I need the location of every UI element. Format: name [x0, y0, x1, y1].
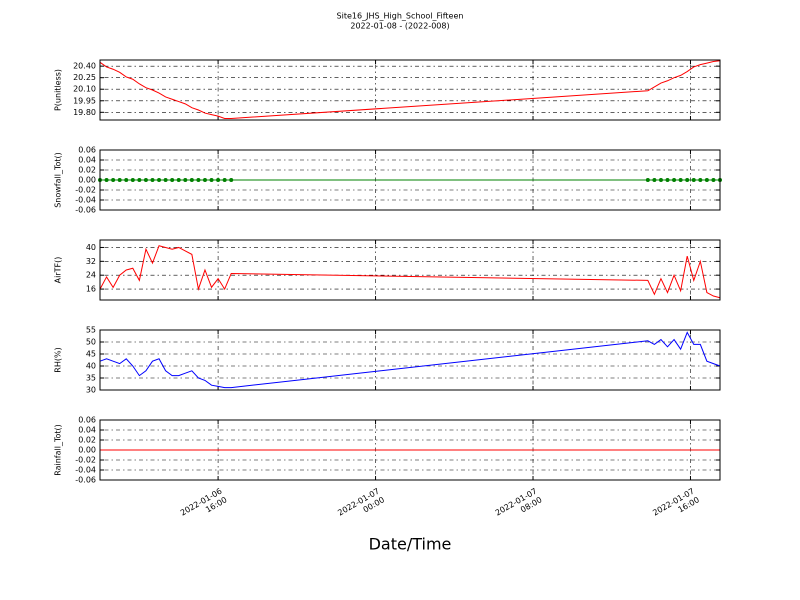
y-tick-label: 0.06 [78, 146, 96, 155]
data-point [209, 178, 214, 182]
y-tick-label: -0.04 [75, 196, 96, 205]
data-point [111, 178, 116, 182]
data-point [117, 178, 122, 182]
plot-frame [99, 329, 721, 391]
data-point [229, 178, 234, 182]
plot-frame [99, 59, 721, 121]
data-point [216, 178, 221, 182]
x-tick-label-group: 2022-01-0700:00 [336, 486, 386, 526]
y-tick-label: 0.02 [78, 166, 96, 175]
y-tick-label: 20.10 [73, 85, 96, 94]
data-line [99, 245, 721, 299]
y-axis-label: P(unitless) [54, 69, 63, 111]
y-tick-label: 40 [86, 243, 96, 252]
data-point [189, 178, 194, 182]
data-point [685, 178, 690, 182]
y-tick-label: -0.04 [75, 466, 96, 475]
y-tick-label: 20.25 [73, 73, 96, 82]
data-point [711, 178, 716, 182]
data-point [698, 178, 703, 182]
x-tick-label: 2022-01-0700:00 [336, 486, 386, 526]
data-point [202, 178, 207, 182]
y-tick-label: 32 [86, 257, 96, 266]
y-axis-label: Snowfall_Tot() [54, 152, 63, 208]
y-tick-label: 0.00 [78, 446, 96, 455]
data-point [143, 178, 148, 182]
data-line [99, 60, 721, 119]
x-tick-label-group: 2022-01-0616:00 [179, 486, 229, 526]
data-point [183, 178, 188, 182]
data-point [163, 178, 168, 182]
data-point [704, 178, 709, 182]
y-tick-label: 40 [86, 362, 96, 371]
x-tick-label: 2022-01-0708:00 [493, 486, 543, 526]
data-point [645, 178, 650, 182]
x-axis-label: Date/Time [369, 535, 452, 554]
y-tick-label: 0.00 [78, 176, 96, 185]
plot-frame [99, 239, 721, 301]
plot-frame [99, 419, 721, 481]
y-tick-label: 55 [86, 326, 96, 335]
y-tick-label: 20.40 [73, 62, 96, 71]
data-point [150, 178, 155, 182]
y-tick-label: 45 [86, 350, 96, 359]
data-point [196, 178, 201, 182]
data-point [104, 178, 109, 182]
y-tick-label: 0.06 [78, 416, 96, 425]
x-tick-label: 2022-01-0716:00 [651, 486, 701, 526]
plot-frame [99, 149, 721, 211]
data-point [658, 178, 663, 182]
figure-subtitle: 2022-01-08 - (2022-008) [350, 22, 449, 31]
y-tick-label: 50 [86, 338, 96, 347]
x-tick-label-group: 2022-01-0716:00 [651, 486, 701, 526]
y-axis-label: Rainfall_Tot() [54, 424, 63, 476]
y-tick-label: -0.06 [75, 476, 96, 485]
y-tick-label: 0.04 [78, 426, 96, 435]
y-tick-label: 19.95 [73, 96, 96, 105]
y-tick-label: -0.02 [75, 186, 96, 195]
data-point [130, 178, 135, 182]
data-point [672, 178, 677, 182]
data-point [157, 178, 162, 182]
y-tick-label: -0.02 [75, 456, 96, 465]
y-axis-label: AirTF() [54, 257, 63, 284]
data-point [124, 178, 129, 182]
y-tick-label: 30 [86, 386, 96, 395]
data-point [137, 178, 142, 182]
y-tick-label: -0.06 [75, 206, 96, 215]
y-tick-label: 24 [86, 271, 96, 280]
data-point [665, 178, 670, 182]
y-tick-label: 0.04 [78, 156, 96, 165]
x-tick-label: 2022-01-0616:00 [179, 486, 229, 526]
y-tick-label: 0.02 [78, 436, 96, 445]
y-tick-label: 35 [86, 374, 96, 383]
data-point [170, 178, 175, 182]
data-point [691, 178, 696, 182]
data-point [222, 178, 227, 182]
y-axis-label: RH(%) [54, 347, 63, 372]
data-point [176, 178, 181, 182]
y-tick-label: 19.80 [73, 108, 96, 117]
x-tick-label-group: 2022-01-0708:00 [493, 486, 543, 526]
data-point [678, 178, 683, 182]
figure-title: Site16_JHS_High_School_Fifteen [337, 12, 464, 21]
data-line [99, 331, 721, 389]
data-point [652, 178, 657, 182]
y-tick-label: 16 [86, 285, 96, 294]
